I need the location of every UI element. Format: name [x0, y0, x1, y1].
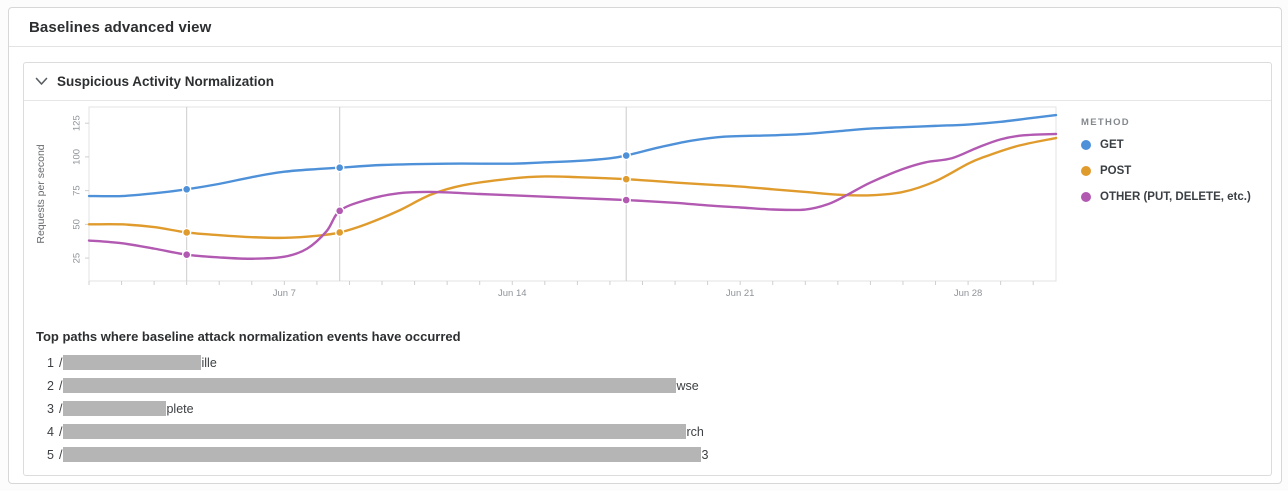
legend-item-other[interactable]: OTHER (PUT, DELETE, etc.) [1081, 191, 1271, 203]
top-path-row: 4 / rch [36, 420, 1271, 443]
path-visible-suffix: ille [201, 355, 217, 370]
y-tick-label: 75 [72, 185, 83, 196]
path-rank: 4 [47, 424, 54, 439]
plot-border [88, 106, 1057, 282]
y-tick-label: 100 [72, 149, 83, 165]
top-path-row: 2 / wse [36, 374, 1271, 397]
legend-items: GET POST OTHER (PUT, DELETE, etc.) [1081, 139, 1271, 203]
baselines-advanced-view-panel: Baselines advanced view Suspicious Activ… [8, 7, 1282, 484]
legend-label: POST [1100, 165, 1132, 177]
x-tick-label: Jun 21 [726, 288, 755, 299]
panel-header: Baselines advanced view [9, 8, 1281, 47]
legend-item-get[interactable]: GET [1081, 139, 1271, 151]
y-tick-label: 25 [72, 253, 83, 264]
top-path-row: 1 / ille [36, 351, 1271, 374]
path-prefix: / [59, 424, 63, 439]
event-dot-post[interactable] [335, 227, 345, 238]
series-line-other [87, 132, 1058, 260]
requests-per-second-chart[interactable]: 25 50 75 100 125 Requests per second Jun 7 Jun … [24, 101, 1271, 313]
path-rank: 3 [47, 401, 54, 416]
top-paths-section: Top paths where baseline attack normaliz… [24, 313, 1271, 466]
chart-area: 25 50 75 100 125 Requests per second Jun 7 Jun … [24, 101, 1271, 313]
section-title: Suspicious Activity Normalization [57, 74, 275, 89]
legend-title: METHOD [1081, 117, 1130, 128]
top-path-row: 5 / 3 [36, 443, 1271, 466]
x-tick-label: Jun 28 [954, 288, 983, 299]
legend-dot-icon [1081, 140, 1091, 150]
path-visible-suffix: wse [676, 378, 699, 393]
event-dot-get[interactable] [335, 162, 345, 173]
x-tick-label: Jun 7 [273, 288, 296, 299]
path-prefix: / [59, 447, 63, 462]
y-axis-label: Requests per second [35, 144, 47, 243]
path-visible-suffix: rch [686, 424, 704, 439]
legend-item-post[interactable]: POST [1081, 165, 1271, 177]
redacted-path [63, 355, 202, 370]
event-dot-get[interactable] [181, 184, 192, 194]
event-dot-other[interactable] [621, 195, 631, 205]
redacted-path [63, 378, 677, 393]
event-dot-other[interactable] [335, 206, 345, 216]
top-paths-title: Top paths where baseline attack normaliz… [36, 329, 461, 344]
card-header: Suspicious Activity Normalization [24, 63, 1271, 101]
chevron-down-icon[interactable] [35, 77, 48, 86]
event-dot-post[interactable] [621, 174, 631, 184]
series-line-get [87, 113, 1058, 198]
path-rank: 2 [47, 378, 54, 393]
legend-label: GET [1100, 139, 1124, 151]
top-path-row: 3 / plete [36, 397, 1271, 420]
legend-dot-icon [1081, 166, 1091, 176]
redacted-path [63, 447, 702, 462]
redacted-path [63, 401, 167, 416]
path-prefix: / [59, 378, 63, 393]
legend-label: OTHER (PUT, DELETE, etc.) [1100, 191, 1251, 203]
series-line-post [87, 136, 1058, 240]
path-rank: 1 [47, 355, 54, 370]
path-prefix: / [59, 355, 63, 370]
x-tick-label: Jun 14 [498, 288, 527, 299]
redacted-path [63, 424, 687, 439]
path-visible-suffix: 3 [701, 447, 709, 462]
event-dot-post[interactable] [181, 227, 192, 238]
path-visible-suffix: plete [166, 401, 194, 416]
y-tick-label: 125 [72, 115, 83, 131]
path-prefix: / [59, 401, 63, 416]
chart-legend: METHOD GET POST OTHER (PUT, DELETE, etc.) [1081, 117, 1271, 217]
suspicious-activity-card: Suspicious Activity Normalization 25 50 75… [23, 62, 1272, 476]
top-paths-list: 1 / ille 2 / wse 3 / plete 4 / rch 5 / 3 [36, 351, 1271, 466]
path-rank: 5 [47, 447, 54, 462]
event-dot-other[interactable] [181, 249, 192, 260]
page-title: Baselines advanced view [29, 18, 212, 36]
y-tick-label: 50 [72, 219, 83, 230]
event-dot-get[interactable] [621, 150, 631, 161]
legend-dot-icon [1081, 192, 1091, 202]
